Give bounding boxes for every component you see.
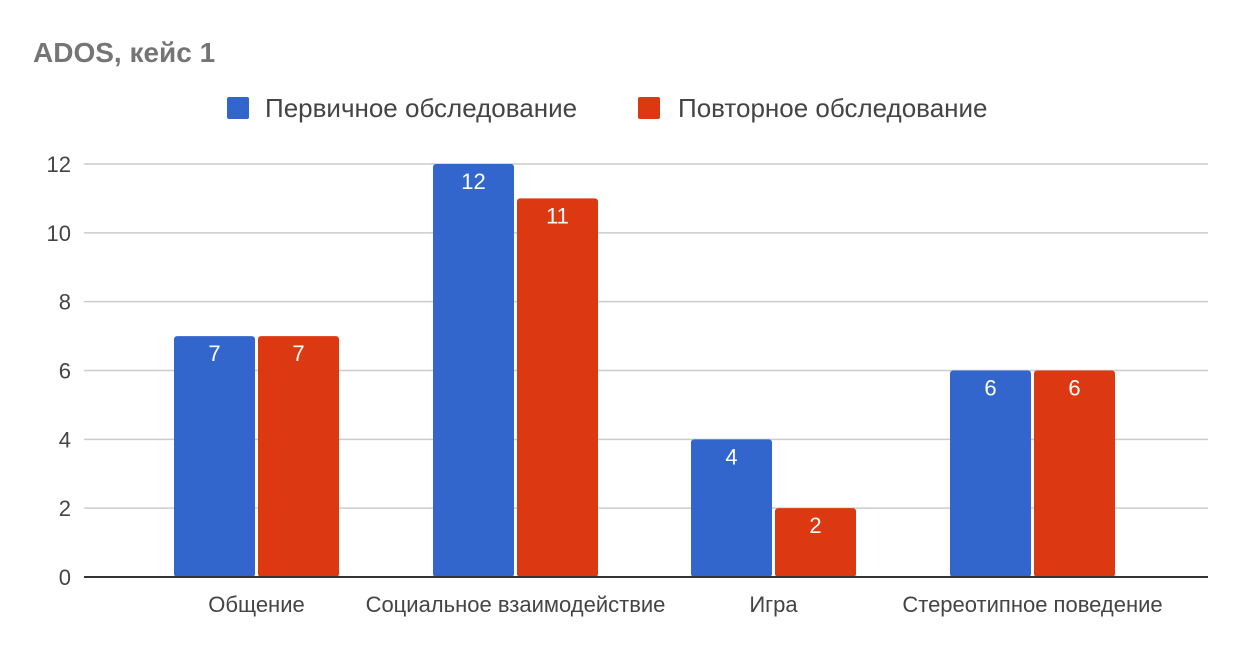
bar-series-1-cat-1 [517, 198, 598, 577]
data-labels: 7 7 12 11 4 2 6 6 [208, 169, 1080, 538]
bar-series-0-cat-0 [174, 336, 255, 577]
data-label: 6 [984, 376, 996, 401]
x-category-label: Общение [208, 592, 304, 617]
data-label: 11 [546, 203, 569, 228]
data-label: 2 [809, 513, 821, 538]
legend: Первичное обследование Повторное обследо… [227, 93, 988, 123]
chart-title: ADOS, кейс 1 [33, 37, 215, 68]
legend-swatch-series-0 [227, 97, 249, 119]
x-category-label: Игра [749, 592, 798, 617]
y-tick-label: 10 [47, 221, 71, 246]
bar-series-0-cat-2 [691, 439, 772, 577]
y-tick-label: 8 [59, 290, 71, 315]
x-axis-categories: Общение Социальное взаимодействие Игра Стер… [208, 592, 1162, 617]
bar-series-1-cat-2 [775, 508, 856, 577]
legend-swatch-series-1 [638, 97, 660, 119]
y-tick-label: 6 [59, 359, 71, 384]
bars [174, 164, 1115, 577]
bar-series-0-cat-3 [950, 370, 1031, 577]
bar-series-1-cat-0 [258, 336, 339, 577]
y-tick-label: 4 [59, 427, 71, 452]
bar-series-0-cat-1 [433, 164, 514, 577]
data-label: 4 [725, 444, 737, 469]
data-label: 12 [461, 169, 485, 194]
y-tick-label: 12 [47, 152, 71, 177]
x-category-label: Стереотипное поведение [902, 592, 1162, 617]
x-category-label: Социальное взаимодействие [366, 592, 666, 617]
y-tick-label: 2 [59, 496, 71, 521]
y-tick-label: 0 [59, 565, 71, 590]
data-label: 6 [1068, 376, 1080, 401]
legend-label-series-0: Первичное обследование [265, 93, 577, 123]
data-label: 7 [208, 341, 220, 366]
legend-label-series-1: Повторное обследование [678, 93, 988, 123]
bar-series-1-cat-3 [1034, 370, 1115, 577]
data-label: 7 [292, 341, 304, 366]
y-axis-ticks: 0 2 4 6 8 10 12 [47, 152, 71, 590]
